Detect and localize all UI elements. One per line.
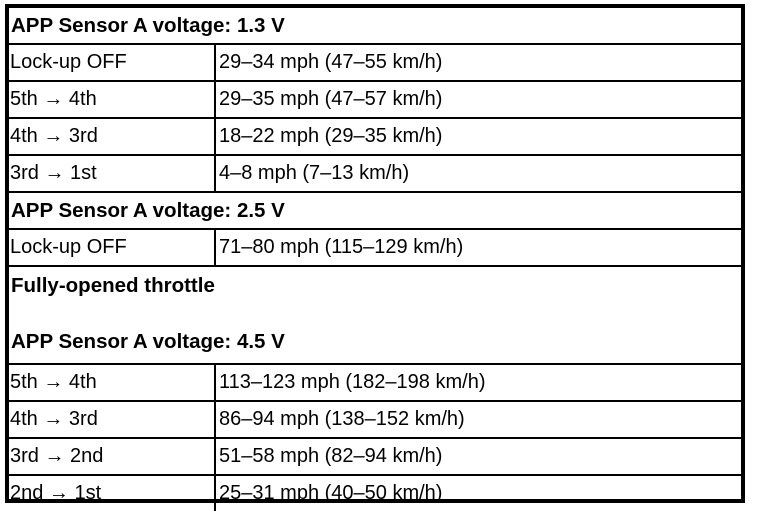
row-label: 5th → 4th <box>9 82 216 117</box>
row-value: 4–8 mph (7–13 km/h) <box>219 162 410 184</box>
row-value: 29–34 mph (47–55 km/h) <box>219 51 443 73</box>
row-value: 71–80 mph (115–129 km/h) <box>219 236 464 258</box>
table-row: 5th → 4th 29–35 mph (47–57 km/h) <box>9 80 741 117</box>
section-header: APP Sensor A voltage: 1.3 V <box>9 8 741 43</box>
table-row: 3rd → 2nd 51–58 mph (82–94 km/h) <box>9 437 741 474</box>
row-label: 4th → 3rd <box>9 402 216 437</box>
row-label: 3rd → 1st <box>9 156 216 191</box>
pre-header-text: Fully-opened throttle <box>11 274 215 297</box>
row-value: 18–22 mph (29–35 km/h) <box>219 125 443 147</box>
row-value: 113–123 mph (182–198 km/h) <box>219 371 486 393</box>
row-label: 5th → 4th <box>9 365 216 400</box>
section-header: Fully-opened throttle APP Sensor A volta… <box>9 265 741 363</box>
row-label: Lock-up OFF <box>9 45 216 80</box>
table-row: Lock-up OFF 71–80 mph (115–129 km/h) <box>9 228 741 265</box>
section-header: APP Sensor A voltage: 2.5 V <box>9 191 741 228</box>
table-row: 2nd → 1st 25–31 mph (40–50 km/h) <box>9 474 741 511</box>
row-label: 2nd → 1st <box>9 476 216 511</box>
row-label: 3rd → 2nd <box>9 439 216 474</box>
section-header-text: APP Sensor A voltage: 2.5 V <box>11 198 285 222</box>
table-row: 4th → 3rd 18–22 mph (29–35 km/h) <box>9 117 741 154</box>
section-header-text: APP Sensor A voltage: 4.5 V <box>11 330 285 353</box>
section-header-text: APP Sensor A voltage: 1.3 V <box>11 13 285 37</box>
row-value: 51–58 mph (82–94 km/h) <box>219 445 443 467</box>
shift-speed-table: APP Sensor A voltage: 1.3 V Lock-up OFF 2… <box>5 4 745 511</box>
table-row: 3rd → 1st 4–8 mph (7–13 km/h) <box>9 154 741 191</box>
row-value: 25–31 mph (40–50 km/h) <box>219 482 443 504</box>
row-label: Lock-up OFF <box>9 230 216 265</box>
table-row: Lock-up OFF 29–34 mph (47–55 km/h) <box>9 43 741 80</box>
table-row: 5th → 4th 113–123 mph (182–198 km/h) <box>9 363 741 400</box>
row-value: 29–35 mph (47–57 km/h) <box>219 88 443 110</box>
table-row: 4th → 3rd 86–94 mph (138–152 km/h) <box>9 400 741 437</box>
row-label: 4th → 3rd <box>9 119 216 154</box>
row-value: 86–94 mph (138–152 km/h) <box>219 408 465 430</box>
